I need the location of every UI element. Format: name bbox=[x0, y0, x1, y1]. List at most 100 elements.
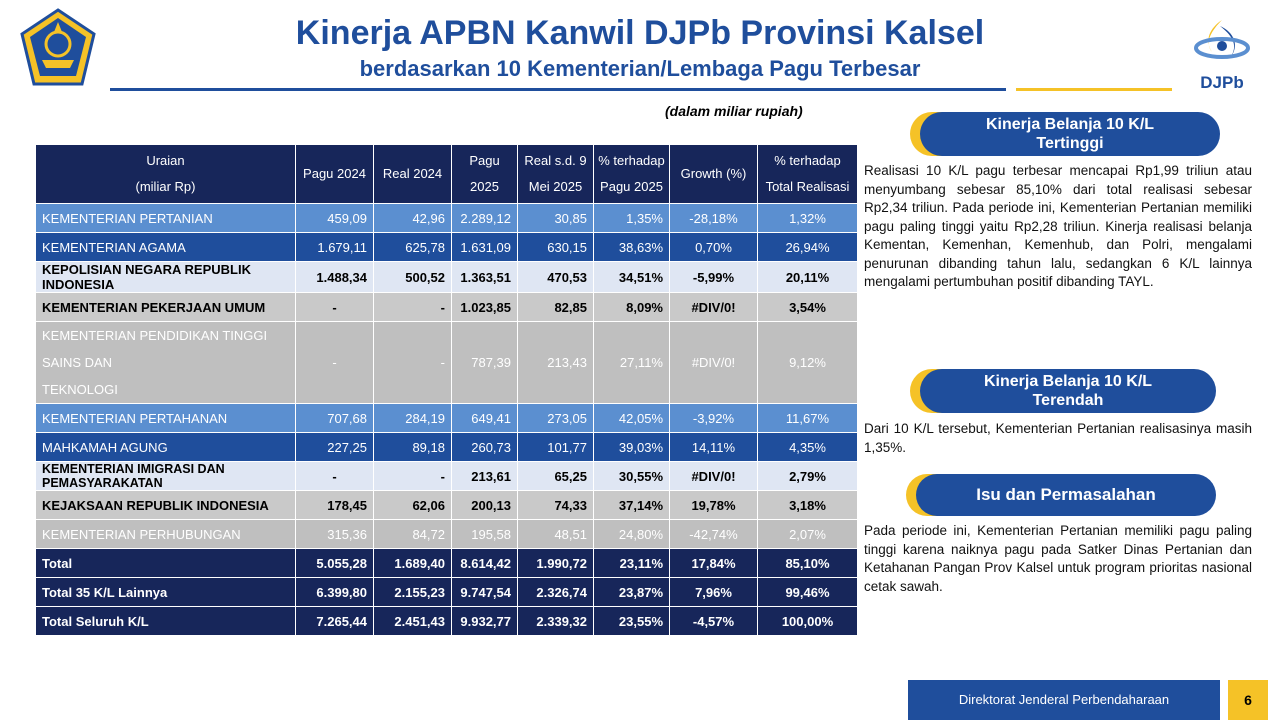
cell-pct-total: 11,67% bbox=[757, 403, 858, 433]
cell-pagu-2024: 7.265,44 bbox=[295, 606, 374, 636]
cell-growth: 7,96% bbox=[669, 577, 758, 607]
row-name: KEMENTERIAN AGAMA bbox=[35, 232, 296, 262]
cell-pct-total: 3,54% bbox=[757, 292, 858, 322]
cell-real-2025: 74,33 bbox=[517, 490, 594, 520]
col-header-growth: Growth (%) bbox=[669, 144, 758, 204]
cell-pct-pagu: 38,63% bbox=[593, 232, 670, 262]
cell-growth: -5,99% bbox=[669, 261, 758, 293]
table-row-grand-total: Total Seluruh K/L 7.265,44 2.451,43 9.93… bbox=[35, 606, 858, 636]
cell-pagu-2025: 787,39 bbox=[451, 321, 518, 404]
title-underline-blue bbox=[110, 88, 1006, 91]
row-name: MAHKAMAH AGUNG bbox=[35, 432, 296, 462]
cell-real-2025: 101,77 bbox=[517, 432, 594, 462]
cell-pagu-2024: 459,09 bbox=[295, 203, 374, 233]
cell-real-2025: 30,85 bbox=[517, 203, 594, 233]
cell-growth: 0,70% bbox=[669, 232, 758, 262]
table-header-row: Uraian (miliar Rp) Pagu 2024 Real 2024 Pa… bbox=[35, 144, 858, 204]
cell-real-2024: 42,96 bbox=[373, 203, 452, 233]
col-header-pagu-2025: Pagu 2025 bbox=[451, 144, 518, 204]
djpb-logo-text: DJPb bbox=[1200, 73, 1244, 92]
row-name: KEMENTERIAN PERTAHANAN bbox=[35, 403, 296, 433]
cell-real-2024: 89,18 bbox=[373, 432, 452, 462]
col-header-pagu-2024: Pagu 2024 bbox=[295, 144, 374, 204]
table-row: KEPOLISIAN NEGARA REPUBLIK INDONESIA 1.4… bbox=[35, 261, 858, 293]
row-name: KEMENTERIAN PERTANIAN bbox=[35, 203, 296, 233]
table-row: KEMENTERIAN PERTAHANAN 707,68 284,19 649… bbox=[35, 403, 858, 433]
cell-pagu-2024: 227,25 bbox=[295, 432, 374, 462]
cell-pagu-2024: - bbox=[295, 461, 374, 491]
cell-pct-total: 99,46% bbox=[757, 577, 858, 607]
kl-performance-table: Uraian (miliar Rp) Pagu 2024 Real 2024 Pa… bbox=[35, 144, 858, 636]
col-header-pct-total: % terhadap Total Realisasi bbox=[757, 144, 858, 204]
cell-pagu-2025: 9.747,54 bbox=[451, 577, 518, 607]
page-title: Kinerja APBN Kanwil DJPb Provinsi Kalsel bbox=[295, 14, 985, 52]
cell-pagu-2024: 6.399,80 bbox=[295, 577, 374, 607]
cell-real-2024: - bbox=[373, 461, 452, 491]
cell-pct-pagu: 24,80% bbox=[593, 519, 670, 549]
cell-real-2024: 2.155,23 bbox=[373, 577, 452, 607]
cell-pct-pagu: 23,11% bbox=[593, 548, 670, 578]
highest-paragraph: Realisasi 10 K/L pagu terbesar mencapai … bbox=[864, 163, 1252, 289]
lowest-paragraph: Dari 10 K/L tersebut, Kementerian Pertan… bbox=[864, 421, 1252, 455]
cell-pct-pagu: 42,05% bbox=[593, 403, 670, 433]
cell-growth: -3,92% bbox=[669, 403, 758, 433]
cell-pagu-2024: - bbox=[295, 321, 374, 404]
table-row-total: Total 5.055,28 1.689,40 8.614,42 1.990,7… bbox=[35, 548, 858, 578]
col-header-uraian: Uraian (miliar Rp) bbox=[35, 144, 296, 204]
table-row: KEJAKSAAN REPUBLIK INDONESIA 178,45 62,0… bbox=[35, 490, 858, 520]
cell-real-2024: 84,72 bbox=[373, 519, 452, 549]
cell-growth: -4,57% bbox=[669, 606, 758, 636]
cell-pct-total: 85,10% bbox=[757, 548, 858, 578]
section-title-issues: Isu dan Permasalahan bbox=[916, 474, 1216, 516]
cell-real-2025: 630,15 bbox=[517, 232, 594, 262]
cell-growth: -28,18% bbox=[669, 203, 758, 233]
cell-pct-total: 4,35% bbox=[757, 432, 858, 462]
cell-pagu-2025: 200,13 bbox=[451, 490, 518, 520]
cell-pct-pagu: 30,55% bbox=[593, 461, 670, 491]
section-title-line1: Kinerja Belanja 10 K/L bbox=[983, 373, 1153, 390]
cell-growth: 14,11% bbox=[669, 432, 758, 462]
unit-note: (dalam miliar rupiah) bbox=[665, 103, 803, 119]
kemenkeu-emblem-logo bbox=[20, 8, 96, 88]
cell-pct-total: 2,07% bbox=[757, 519, 858, 549]
cell-growth: -42,74% bbox=[669, 519, 758, 549]
col-header-real-2025: Real s.d. 9 Mei 2025 bbox=[517, 144, 594, 204]
cell-real-2025: 273,05 bbox=[517, 403, 594, 433]
cell-pagu-2025: 2.289,12 bbox=[451, 203, 518, 233]
cell-growth: #DIV/0! bbox=[669, 292, 758, 322]
cell-real-2025: 213,43 bbox=[517, 321, 594, 404]
page-subtitle: berdasarkan 10 Kementerian/Lembaga Pagu … bbox=[359, 56, 921, 81]
row-name: KEJAKSAAN REPUBLIK INDONESIA bbox=[35, 490, 296, 520]
row-name: KEMENTERIAN PENDIDIKAN TINGGI SAINS DAN T… bbox=[35, 321, 296, 404]
cell-pagu-2025: 9.932,77 bbox=[451, 606, 518, 636]
cell-real-2024: 500,52 bbox=[373, 261, 452, 293]
row-name: Total 35 K/L Lainnya bbox=[35, 577, 296, 607]
footer-org: Direktorat Jenderal Perbendaharaan bbox=[908, 680, 1220, 720]
cell-pagu-2025: 195,58 bbox=[451, 519, 518, 549]
col-header-real-2024: Real 2024 bbox=[373, 144, 452, 204]
issues-paragraph: Pada periode ini, Kementerian Pertanian … bbox=[864, 523, 1252, 594]
cell-growth: #DIV/0! bbox=[669, 321, 758, 404]
cell-pct-total: 3,18% bbox=[757, 490, 858, 520]
row-name: Total Seluruh K/L bbox=[35, 606, 296, 636]
row-name: Total bbox=[35, 548, 296, 578]
cell-pagu-2024: - bbox=[295, 292, 374, 322]
table-row: KEMENTERIAN PERTANIAN 459,09 42,96 2.289… bbox=[35, 203, 858, 233]
cell-pct-pagu: 23,55% bbox=[593, 606, 670, 636]
cell-pagu-2024: 1.679,11 bbox=[295, 232, 374, 262]
cell-pagu-2025: 1.023,85 bbox=[451, 292, 518, 322]
section-title-line1: Kinerja Belanja 10 K/L bbox=[985, 116, 1155, 133]
djpb-logo: DJPb bbox=[1190, 18, 1254, 92]
cell-pct-pagu: 23,87% bbox=[593, 577, 670, 607]
cell-real-2024: 284,19 bbox=[373, 403, 452, 433]
table-row: KEMENTERIAN AGAMA 1.679,11 625,78 1.631,… bbox=[35, 232, 858, 262]
cell-real-2025: 1.990,72 bbox=[517, 548, 594, 578]
cell-real-2025: 2.339,32 bbox=[517, 606, 594, 636]
cell-growth: 17,84% bbox=[669, 548, 758, 578]
cell-pagu-2024: 178,45 bbox=[295, 490, 374, 520]
cell-pagu-2024: 1.488,34 bbox=[295, 261, 374, 293]
cell-pct-total: 2,79% bbox=[757, 461, 858, 491]
table-row: KEMENTERIAN PENDIDIKAN TINGGI SAINS DAN T… bbox=[35, 321, 858, 404]
cell-pagu-2025: 8.614,42 bbox=[451, 548, 518, 578]
section-title-line2: Tertinggi bbox=[1036, 135, 1104, 152]
